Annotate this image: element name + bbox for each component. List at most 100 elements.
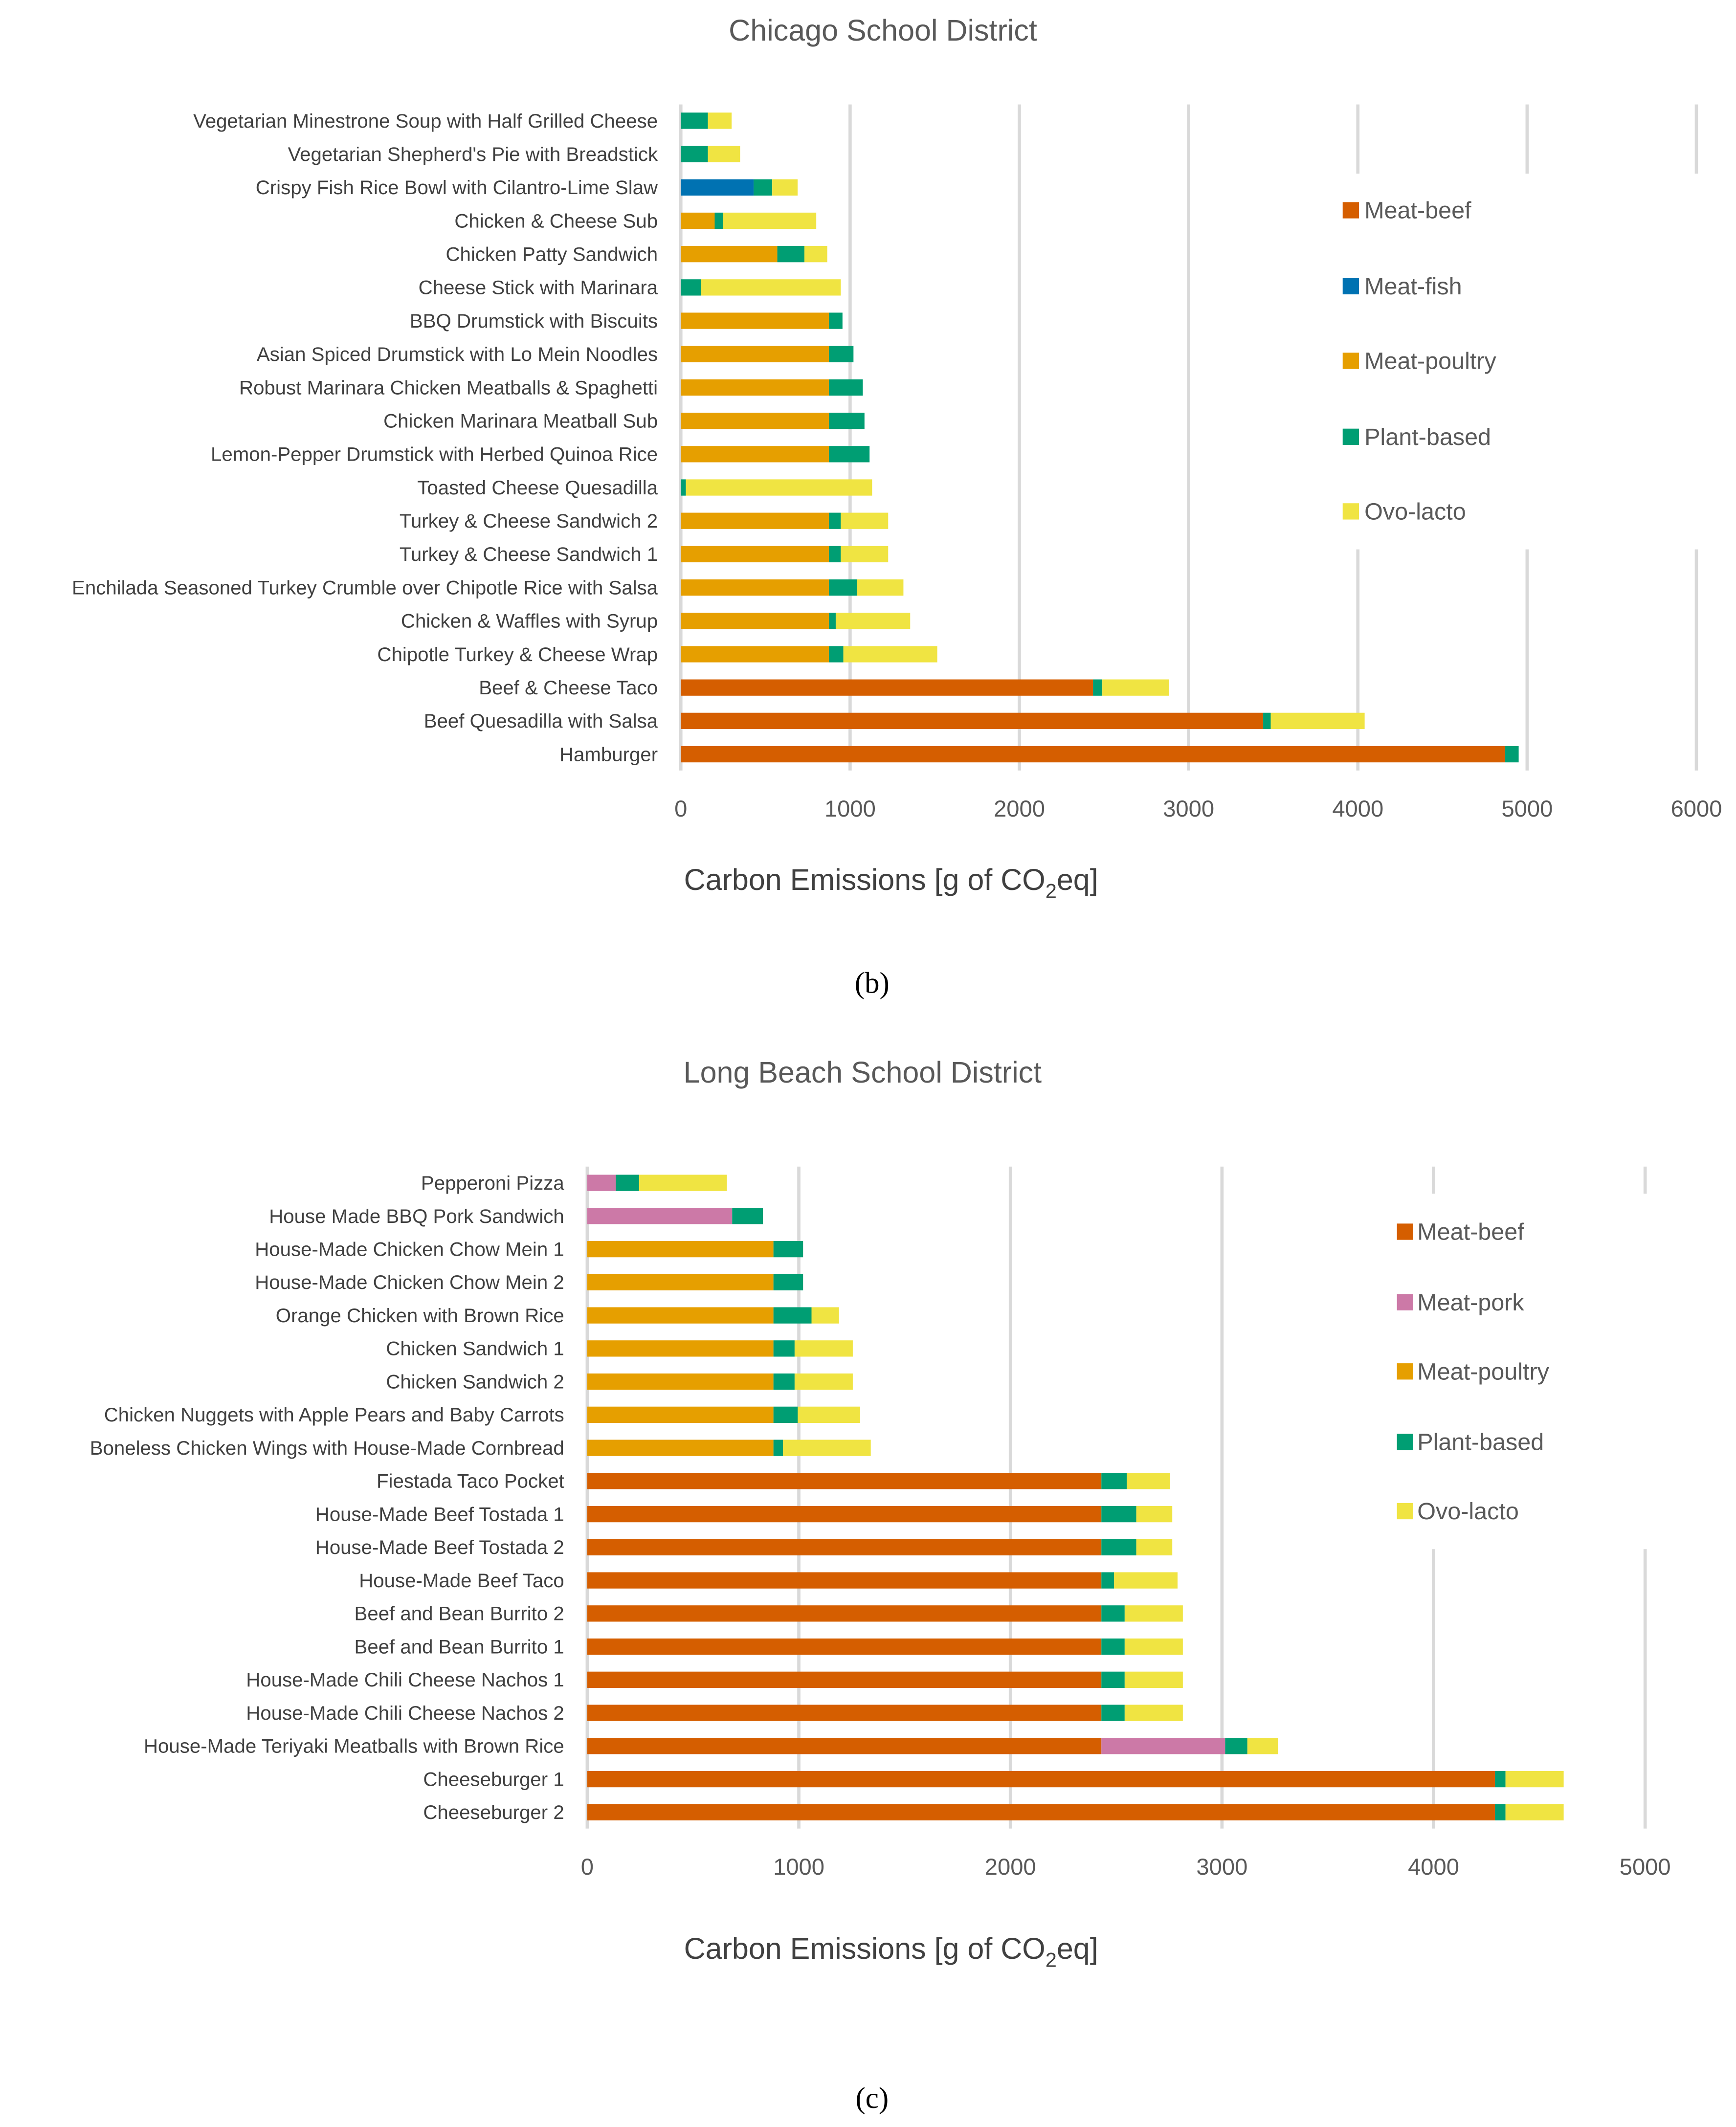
category-label: Chicken & Cheese Sub — [454, 210, 658, 232]
bar-segment-meat-poultry — [587, 1373, 774, 1390]
category-label: House-Made Beef Taco — [359, 1570, 564, 1592]
bar-segment-meat-beef — [587, 1605, 1102, 1622]
bar-segment-plant-based — [1494, 1804, 1506, 1820]
x-tick-label: 2000 — [985, 1854, 1036, 1880]
bar-segment-plant-based — [1101, 1572, 1114, 1589]
category-label: Turkey & Cheese Sandwich 1 — [400, 543, 658, 565]
bar-segment-ovo-lacto — [701, 279, 841, 296]
legend-label: Ovo-lacto — [1417, 1498, 1519, 1525]
bar-segment-ovo-lacto — [841, 512, 889, 529]
bar-segment-meat-pork — [587, 1208, 733, 1224]
bar-segment-ovo-lacto — [708, 146, 740, 162]
bar-segment-plant-based — [777, 246, 804, 263]
bar-segment-ovo-lacto — [708, 112, 732, 129]
legend-label: Meat-poultry — [1364, 348, 1496, 375]
chart-long-beach: Long Beach School District 0 1000 2000 3000 4… — [90, 1056, 1671, 2115]
x-tick-label: 1000 — [824, 796, 876, 821]
bar-segment-ovo-lacto — [1505, 1771, 1564, 1788]
category-label: Fiestada Taco Pocket — [377, 1470, 564, 1492]
category-label: Lemon-Pepper Drumstick with Herbed Quino… — [211, 443, 658, 465]
bar-segment-plant-based — [714, 212, 723, 229]
gridline — [1220, 1166, 1224, 1829]
bar-segment-meat-beef — [587, 1539, 1102, 1555]
category-label: BBQ Drumstick with Biscuits — [410, 310, 658, 332]
bar-segment-meat-poultry — [587, 1241, 774, 1258]
x-axis-label: Carbon Emissions [g of CO2eq] — [684, 1932, 1098, 1972]
bar-segment-ovo-lacto — [794, 1373, 853, 1390]
gridline — [1187, 104, 1190, 771]
category-label: Robust Marinara Chicken Meatballs & Spag… — [239, 377, 658, 399]
bar-segment-ovo-lacto — [772, 179, 798, 196]
bar-segment-ovo-lacto — [639, 1174, 727, 1191]
bar-segment-meat-beef — [587, 1473, 1102, 1489]
legend-swatch — [1397, 1434, 1413, 1450]
bar-segment-plant-based — [829, 646, 844, 663]
bar-segment-plant-based — [1225, 1738, 1247, 1754]
bar-segment-ovo-lacto — [1247, 1738, 1278, 1754]
x-tick-label: 0 — [581, 1854, 594, 1880]
bar-segment-meat-pork — [1101, 1738, 1225, 1754]
bar-segment-plant-based — [829, 579, 857, 596]
category-label: Chicken Nuggets with Apple Pears and Bab… — [104, 1404, 564, 1426]
category-label: Turkey & Cheese Sandwich 2 — [400, 510, 658, 532]
x-tick-label: 3000 — [1163, 796, 1214, 821]
bar-segment-plant-based — [1101, 1506, 1136, 1523]
bar-segment-ovo-lacto — [804, 246, 827, 263]
legend-background — [1383, 1194, 1648, 1550]
category-label: Vegetarian Shepherd's Pie with Breadstic… — [288, 143, 658, 165]
bar-segment-meat-poultry — [681, 312, 829, 329]
legend-label: Plant-based — [1417, 1429, 1544, 1456]
legend-background — [1335, 174, 1709, 550]
bar-segment-ovo-lacto — [841, 546, 889, 563]
category-label: Chipotle Turkey & Cheese Wrap — [377, 643, 658, 665]
panel-label: (b) — [855, 967, 890, 1000]
legend-label: Plant-based — [1364, 424, 1491, 450]
category-label: Asian Spiced Drumstick with Lo Mein Nood… — [257, 343, 658, 365]
bar-segment-meat-fish — [681, 179, 754, 196]
legend-swatch — [1397, 1363, 1413, 1380]
bar-segment-meat-poultry — [587, 1307, 774, 1324]
bar-segment-plant-based — [829, 546, 841, 563]
bar-segment-ovo-lacto — [1102, 679, 1169, 696]
bar-segment-meat-beef — [681, 712, 1263, 729]
bar-segment-ovo-lacto — [1124, 1705, 1183, 1721]
category-label: Chicken & Waffles with Syrup — [401, 610, 658, 632]
bar-segment-plant-based — [1101, 1605, 1125, 1622]
bar-segment-plant-based — [1101, 1539, 1136, 1555]
bar-segment-plant-based — [1101, 1671, 1125, 1688]
gridline — [585, 1166, 589, 1829]
legend-swatch — [1342, 503, 1359, 520]
bar-segment-ovo-lacto — [1114, 1572, 1178, 1589]
category-label: Beef and Bean Burrito 1 — [355, 1636, 564, 1658]
bar-segment-plant-based — [681, 479, 686, 496]
category-label: Toasted Cheese Quesadilla — [417, 477, 658, 499]
x-axis-label-prefix: Carbon Emissions [g of CO — [684, 863, 1046, 896]
chart-title: Chicago School District — [729, 14, 1037, 47]
bar-segment-meat-poultry — [681, 246, 778, 263]
bar-segment-meat-beef — [587, 1738, 1102, 1754]
category-label: House-Made Chili Cheese Nachos 1 — [246, 1669, 564, 1691]
x-tick-label: 3000 — [1196, 1854, 1247, 1880]
gridline — [679, 104, 683, 771]
bar-segment-plant-based — [1263, 712, 1271, 729]
bar-segment-plant-based — [616, 1174, 639, 1191]
bar-segment-ovo-lacto — [843, 646, 937, 663]
x-axis-label-suffix: eq] — [1057, 863, 1098, 896]
legend-swatch — [1342, 202, 1359, 219]
category-label: House-Made Teriyaki Meatballs with Brown… — [144, 1735, 564, 1757]
category-label: House-Made Chicken Chow Mein 2 — [255, 1271, 564, 1293]
x-tick-label: 4000 — [1332, 796, 1383, 821]
bar-segment-meat-beef — [587, 1771, 1495, 1788]
bar-segment-meat-poultry — [587, 1340, 774, 1357]
bar-segment-meat-poultry — [681, 546, 829, 563]
chart-chicago: Chicago School District 0 1000 2000 3000 4000… — [72, 14, 1722, 1000]
bar-segment-meat-poultry — [681, 646, 829, 663]
bar-segment-ovo-lacto — [686, 479, 872, 496]
category-label: Hamburger — [559, 743, 658, 765]
x-tick-label: 0 — [674, 796, 687, 821]
bar-segment-meat-pork — [587, 1174, 616, 1191]
bar-segment-meat-beef — [587, 1671, 1102, 1688]
bar-segment-ovo-lacto — [835, 613, 911, 629]
bar-segment-meat-poultry — [681, 412, 829, 429]
bar-segment-plant-based — [829, 346, 854, 362]
